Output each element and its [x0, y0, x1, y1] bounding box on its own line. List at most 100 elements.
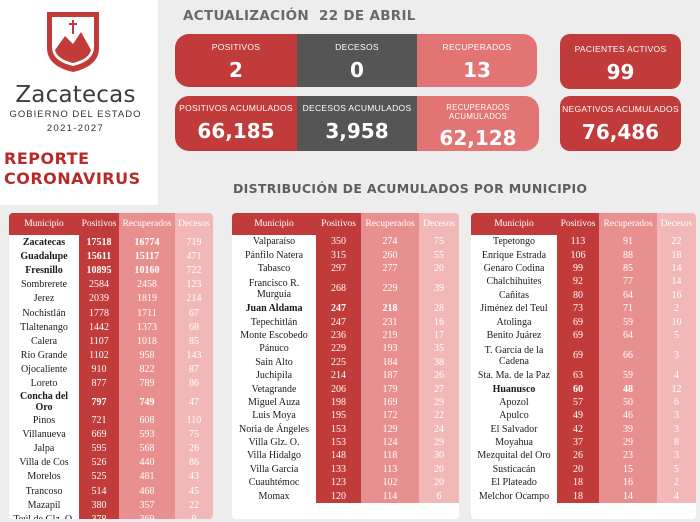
cell-recuperados: 23 — [599, 449, 657, 463]
table-row: T. García de la Cadena 69 66 3 — [471, 342, 696, 369]
cell-positivos: 526 — [79, 455, 119, 470]
brand-name: Zacatecas — [15, 82, 136, 108]
cell-decesos: 22 — [175, 498, 213, 513]
table-2: Municipio Positivos Recuperados Decesos … — [232, 213, 459, 503]
cell-municipio: Zacatecas — [9, 235, 79, 250]
cell-municipio: Chalchihuites — [471, 275, 557, 289]
negativos-acumulados-label: NEGATIVOS ACUMULADOS — [562, 104, 679, 114]
table-row: Río Grande 1102 958 143 — [9, 348, 213, 363]
table-row: Tepechitlán 247 231 16 — [232, 315, 459, 329]
cell-municipio: Mezquital del Oro — [471, 449, 557, 463]
cell-positivos: 73 — [557, 301, 599, 316]
cell-decesos: 18 — [657, 248, 696, 262]
table-row: Genaro Codina 99 85 14 — [471, 261, 696, 276]
table-row: Guadalupe 15611 15117 471 — [9, 249, 213, 264]
table-row: Chalchihuites 92 77 14 — [471, 275, 696, 289]
card-activos-label: PACIENTES ACTIVOS — [574, 44, 667, 54]
cell-decesos: 20 — [419, 261, 459, 276]
card-activos: PACIENTES ACTIVOS 99 — [560, 34, 681, 89]
cell-positivos: 214 — [316, 368, 361, 383]
cell-positivos: 18 — [557, 489, 599, 503]
cell-municipio: Vetagrande — [232, 382, 316, 396]
cell-municipio: El Salvador — [471, 422, 557, 436]
cell-municipio: Sta. Ma. de la Paz — [471, 368, 557, 383]
report-line-1: REPORTE — [4, 149, 90, 168]
cell-positivos: 236 — [316, 328, 361, 343]
cell-municipio: Fresnillo — [9, 263, 79, 278]
cell-municipio: Pánuco — [232, 342, 316, 356]
cell-municipio: Calera — [9, 334, 79, 349]
table-row: Melchor Ocampo 18 14 4 — [471, 489, 696, 503]
cell-recuperados: 822 — [119, 362, 175, 377]
cell-decesos: 10 — [657, 315, 696, 329]
table-row: Cuauhtémoc 123 102 20 — [232, 476, 459, 490]
col-municipio: Municipio — [232, 213, 316, 235]
card-decesos-value: 0 — [350, 58, 364, 82]
cell-recuperados: 749 — [119, 391, 175, 414]
cell-recuperados: 64 — [599, 288, 657, 302]
cell-recuperados: 468 — [119, 484, 175, 499]
cell-positivos: 18 — [557, 476, 599, 490]
table-row: Teúl de Glz. O.3783699 — [9, 512, 213, 519]
table-row: Luis Moya 195 172 22 — [232, 409, 459, 423]
cell-decesos: 29 — [419, 395, 459, 410]
cell-recuperados: 64 — [599, 328, 657, 343]
cell-positivos: 123 — [316, 476, 361, 490]
cell-municipio: Juan Aldama — [232, 301, 316, 316]
cell-municipio: Nochistlán — [9, 305, 79, 321]
table-row: Valparaíso 350 274 75 — [232, 235, 459, 249]
cell-decesos: 143 — [175, 348, 213, 363]
brand-years: 2021-2027 — [46, 123, 105, 134]
cell-decesos: 12 — [657, 382, 696, 396]
table-row: Jerez 2039 1819 214 — [9, 291, 213, 306]
cell-positivos: 26 — [557, 449, 599, 463]
cell-positivos: 60 — [557, 382, 599, 396]
cell-positivos: 229 — [316, 342, 361, 356]
table-row: El Plateado 18 16 2 — [471, 476, 696, 490]
cell-positivos: 525 — [79, 469, 119, 484]
cell-decesos: 3 — [657, 342, 696, 369]
table-row: Cañitas 80 64 16 — [471, 288, 696, 302]
col-decesos: Decesos — [657, 213, 696, 235]
cell-decesos: 27 — [419, 382, 459, 396]
cell-positivos: 910 — [79, 362, 119, 377]
table-row: Sombrerete 2584 2458 123 — [9, 277, 213, 292]
cell-municipio: Villa de Cos — [9, 455, 79, 470]
cell-positivos: 247 — [316, 301, 361, 316]
cell-recuperados: 15117 — [119, 249, 175, 264]
cell-decesos: 5 — [657, 462, 696, 477]
cell-recuperados: 608 — [119, 413, 175, 428]
cell-municipio: Jiménez del Teul — [471, 301, 557, 316]
card-positivos-label: POSITIVOS — [211, 42, 261, 52]
cell-decesos: 67 — [175, 305, 213, 321]
table-row: Trancoso 514 468 45 — [9, 484, 213, 499]
cell-positivos: 80 — [557, 288, 599, 302]
table-row: Tlaltenango 1442 1373 68 — [9, 320, 213, 335]
cell-decesos: 3 — [657, 409, 696, 423]
cell-recuperados: 91 — [599, 235, 657, 249]
cell-decesos: 16 — [657, 288, 696, 302]
cell-recuperados: 46 — [599, 409, 657, 423]
col-decesos: Decesos — [419, 213, 459, 235]
cell-municipio: Melchor Ocampo — [471, 489, 557, 503]
cell-recuperados: 118 — [361, 449, 419, 463]
cell-municipio: Guadalupe — [9, 249, 79, 264]
cell-recuperados: 102 — [361, 476, 419, 490]
cell-positivos: 1107 — [79, 334, 119, 349]
cell-decesos: 75 — [419, 235, 459, 249]
cell-decesos: 17 — [419, 328, 459, 343]
cell-recuperados: 169 — [361, 395, 419, 410]
table-row: Monte Escobedo 236 219 17 — [232, 328, 459, 343]
cell-positivos: 20 — [557, 462, 599, 477]
table-row: Pánuco 229 193 35 — [232, 342, 459, 356]
cell-decesos: 45 — [175, 484, 213, 499]
cell-decesos: 722 — [175, 263, 213, 278]
municipio-table-1: Municipio Positivos Recuperados Decesos … — [9, 213, 213, 519]
cell-positivos: 2039 — [79, 291, 119, 306]
cell-municipio: Villa Hidalgo — [232, 449, 316, 463]
cell-municipio: Teúl de Glz. O. — [9, 512, 79, 519]
col-municipio: Municipio — [471, 213, 557, 235]
cell-decesos: 4 — [657, 368, 696, 383]
cell-municipio: Ojocaliente — [9, 362, 79, 377]
cell-municipio: Huanusco — [471, 382, 557, 396]
